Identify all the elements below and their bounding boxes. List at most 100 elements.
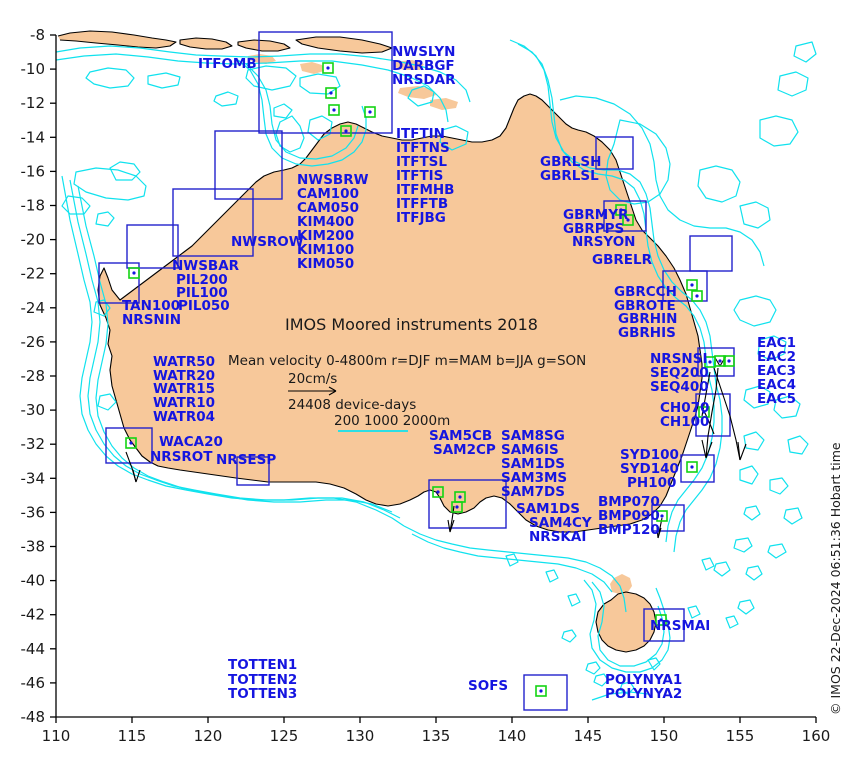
site-label-eac1: EAC1: [757, 335, 796, 351]
site-marker-box: [691, 290, 703, 302]
site-label-nrsrot: NRSROT: [150, 449, 213, 465]
site-marker-box: [723, 355, 735, 367]
y-tick-label: -28: [21, 367, 46, 385]
java-island: [58, 31, 176, 48]
site-marker-dot: [458, 495, 462, 499]
site-label-nrskai: NRSKAI: [529, 529, 586, 545]
site-label-ph100: PH100: [627, 475, 676, 491]
site-marker-dot: [690, 465, 694, 469]
site-marker-dot: [659, 618, 663, 622]
site-label-cam050: CAM050: [297, 200, 359, 216]
site-label-watr15: WATR15: [153, 381, 215, 397]
site-markers-group: [125, 62, 735, 697]
region-box: [603, 200, 647, 232]
site-label-gbrpps: GBRPPS: [563, 221, 624, 237]
site-label-gbrmyr: GBRMYR: [563, 207, 629, 223]
site-marker-dot: [368, 110, 372, 114]
region-box: [643, 608, 685, 642]
site-label-bmp090: BMP090: [598, 508, 660, 524]
site-marker-dot: [344, 129, 348, 133]
site-label-watr04: WATR04: [153, 409, 215, 425]
site-label-eac4: EAC4: [757, 377, 796, 393]
y-tick-label: -38: [21, 538, 46, 556]
y-tick-label: -26: [21, 333, 46, 351]
site-label-darbgf: DARBGF: [392, 58, 455, 74]
region-box: [428, 479, 507, 529]
site-label-itftsl: ITFTSL: [396, 154, 447, 170]
region-box: [680, 454, 715, 483]
site-label-sam4cy: SAM4CY: [529, 515, 592, 531]
site-label-polynya2: POLYNYA2: [605, 686, 682, 702]
timor-coastline: [295, 36, 393, 54]
site-marker-box: [655, 614, 667, 626]
site-label-kim100: KIM100: [297, 242, 354, 258]
region-box: [651, 504, 685, 532]
site-label-nwsbrw: NWSBRW: [297, 172, 369, 188]
site-label-sam2cp: SAM2CP: [433, 442, 496, 458]
site-marker-dot: [708, 360, 712, 364]
x-tick-label: 115: [118, 727, 147, 745]
site-marker-box: [322, 62, 334, 74]
site-marker-dot: [695, 294, 699, 298]
y-tick-label: -24: [21, 299, 46, 317]
site-label-nrsesp: NRSESP: [216, 452, 276, 468]
site-label-nrsyon: NRSYON: [572, 234, 636, 250]
site-label-bmp120: BMP120: [598, 522, 660, 538]
site-marker-box: [615, 204, 627, 216]
y-tick-label: -46: [21, 674, 46, 692]
y-tick-label: -14: [21, 128, 46, 146]
site-marker-dot: [455, 505, 459, 509]
site-label-itftin: ITFTIN: [396, 126, 445, 142]
site-label-ch070: CH070: [660, 400, 709, 416]
site-label-itfmhb: ITFMHB: [396, 182, 454, 198]
site-marker-box: [686, 279, 698, 291]
site-marker-box: [451, 501, 463, 513]
site-marker-box: [125, 437, 137, 449]
site-label-totten2: TOTTEN2: [228, 672, 297, 688]
x-tick-label: 135: [422, 727, 451, 745]
region-box: [214, 130, 283, 200]
site-label-watr10: WATR10: [153, 395, 215, 411]
region-box: [98, 262, 140, 304]
mainland-coastline: [97, 93, 703, 533]
site-marker-dot: [132, 271, 136, 275]
site-marker-box: [328, 104, 340, 116]
axes: 110 115 120 125 130 135 140 145 150 155 160 -8-10-…: [21, 26, 831, 745]
site-label-kim050: KIM050: [297, 256, 354, 272]
site-label-cam100: CAM100: [297, 186, 359, 202]
site-marker-dot: [326, 66, 330, 70]
tasmania-north: [610, 574, 632, 594]
site-label-nrsnin: NRSNIN: [122, 312, 181, 328]
site-marker-dot: [718, 359, 722, 363]
site-label-gbrcch: GBRCCH: [614, 284, 677, 300]
site-marker-dot: [727, 359, 731, 363]
region-box: [689, 235, 733, 272]
site-label-gbrlsl: GBRLSL: [540, 168, 599, 184]
copyright-text: © IMOS 22-Dec-2024 06:51:36 Hobart time: [828, 442, 843, 715]
y-axis-ticks: -8 -10 -12 -14 -16 -18 -20 -22 -24 -26 -28 -30 -32 -3…: [21, 26, 56, 726]
site-label-totten1: TOTTEN1: [228, 657, 297, 673]
y-tick-label: -34: [21, 469, 46, 487]
x-tick-label: 120: [194, 727, 223, 745]
tanimbar-island: [398, 86, 436, 99]
y-tick-label: -16: [21, 162, 46, 180]
x-tick-label: 130: [346, 727, 375, 745]
site-label-watr20: WATR20: [153, 368, 215, 384]
site-labels-group: ITFOMBNWSLYNDARBGFNRSDARITFTINITFTNSITFT…: [122, 44, 796, 702]
site-marker-dot: [539, 689, 543, 693]
y-tick-label: -18: [21, 197, 46, 215]
site-marker-box: [686, 461, 698, 473]
site-label-itfjbg: ITFJBG: [396, 210, 446, 226]
site-label-itftns: ITFTNS: [396, 140, 450, 156]
device-days-label: 24408 device-days: [288, 397, 416, 413]
site-label-sam6is: SAM6IS: [501, 442, 559, 458]
site-label-itfomb: ITFOMB: [198, 56, 257, 72]
tasmania-coastline: [595, 591, 657, 653]
site-label-sam1ds: SAM1DS: [501, 456, 565, 472]
site-marker-box: [698, 406, 710, 418]
x-tick-label: 145: [574, 727, 603, 745]
y-tick-label: -10: [21, 60, 46, 78]
region-box: [258, 31, 393, 134]
y-tick-label: -20: [21, 231, 46, 249]
